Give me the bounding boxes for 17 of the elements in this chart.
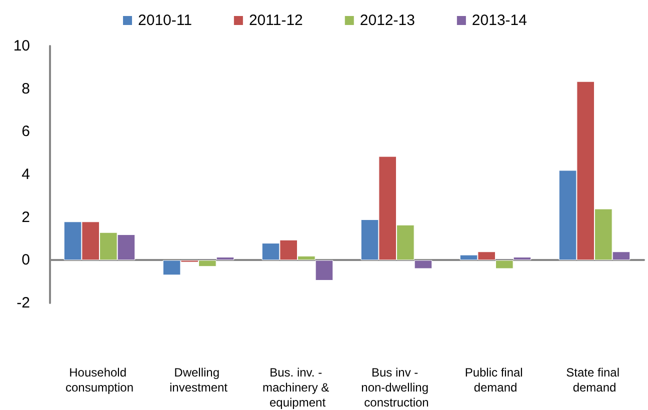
x-tick-label: Public final demand — [464, 366, 526, 394]
y-tick-label: 2 — [22, 208, 30, 226]
y-tick-label: 8 — [22, 80, 30, 98]
y-tick-label: 4 — [22, 166, 30, 183]
x-tick-label: Dwelling investment — [169, 366, 228, 394]
y-tick-label: -2 — [16, 294, 30, 312]
legend-label: 2011-12 — [248, 12, 303, 29]
legend-label: 2013-14 — [472, 12, 527, 29]
x-tick-label: Household consumption — [65, 366, 134, 394]
y-tick-label: 0 — [22, 252, 30, 269]
x-tick-label: Bus inv - non-dwelling construction — [361, 366, 432, 410]
y-tick-label: 6 — [22, 123, 30, 140]
x-tick-label: Bus. inv. - machinery & equipment — [262, 366, 333, 410]
legend-label: 2010-11 — [138, 12, 192, 29]
y-tick-label: 10 — [13, 38, 30, 54]
legend-label: 2012-13 — [360, 12, 415, 29]
x-tick-label: State final demand — [566, 366, 623, 394]
